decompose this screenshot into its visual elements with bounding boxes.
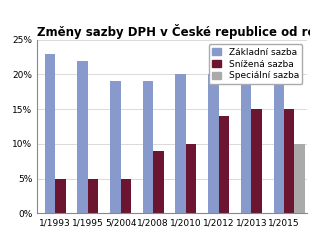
Bar [219, 116, 229, 213]
Bar [121, 179, 131, 213]
Bar [175, 74, 186, 213]
Bar [284, 109, 294, 213]
Bar [153, 151, 164, 213]
Bar [88, 179, 98, 213]
Bar [143, 81, 153, 213]
Bar [55, 179, 66, 213]
Text: Změny sazby DPH v České republice od roku 1993: Změny sazby DPH v České republice od rok… [37, 24, 310, 38]
Bar [208, 74, 219, 213]
Bar [186, 144, 197, 213]
Bar [273, 67, 284, 213]
Bar [241, 67, 251, 213]
Bar [110, 81, 121, 213]
Bar [45, 54, 55, 213]
Legend: Základní sazba, Snížená sazba, Speciální sazba: Základní sazba, Snížená sazba, Speciální… [209, 44, 302, 84]
Bar [251, 109, 262, 213]
Bar [294, 144, 305, 213]
Bar [78, 61, 88, 213]
